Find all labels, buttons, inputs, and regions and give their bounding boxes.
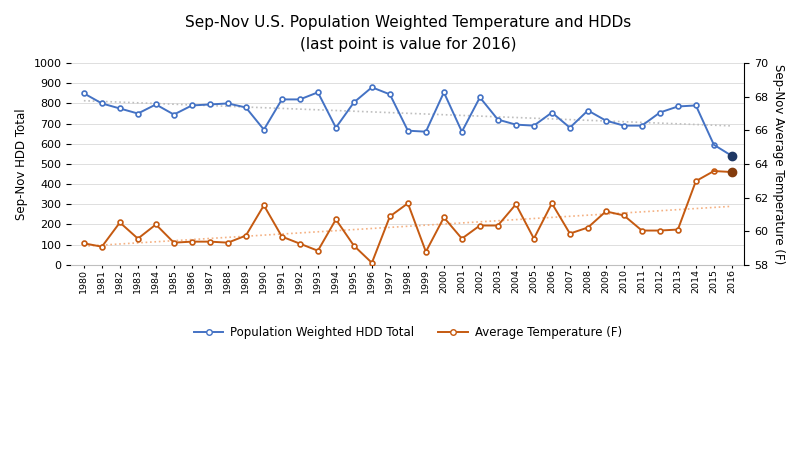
Y-axis label: Sep-Nov Average Temperature (F): Sep-Nov Average Temperature (F) <box>772 64 785 264</box>
Legend: Population Weighted HDD Total, Average Temperature (F): Population Weighted HDD Total, Average T… <box>189 321 626 344</box>
Y-axis label: Sep-Nov HDD Total: Sep-Nov HDD Total <box>15 108 28 220</box>
Title: Sep-Nov U.S. Population Weighted Temperature and HDDs
(last point is value for 2: Sep-Nov U.S. Population Weighted Tempera… <box>185 15 631 52</box>
